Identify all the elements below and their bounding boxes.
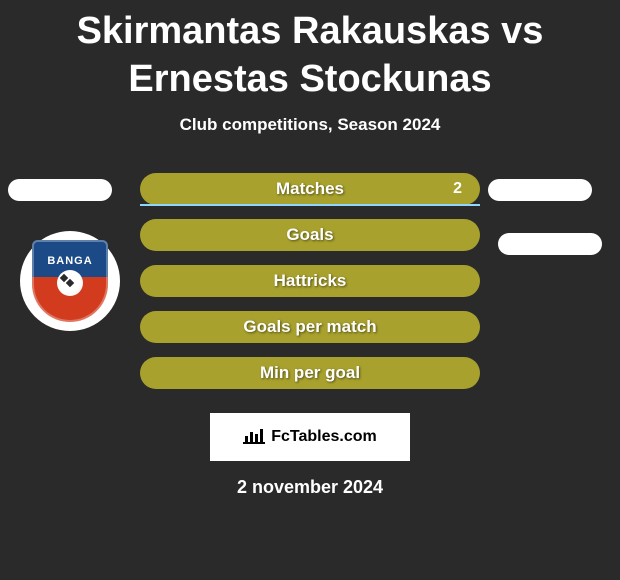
stat-bar-label: Goals [140, 219, 480, 251]
stat-bar: Goals [140, 219, 480, 251]
stat-bar: Min per goal [140, 357, 480, 389]
stat-bar-value: 2 [453, 173, 462, 205]
soccer-ball-icon [57, 270, 83, 296]
value-pill-right [488, 179, 592, 201]
stat-bar: Hattricks [140, 265, 480, 297]
watermark-text: FcTables.com [271, 428, 377, 446]
page-title: Skirmantas Rakauskas vs Ernestas Stockun… [0, 8, 620, 103]
subtitle: Club competitions, Season 2024 [0, 115, 620, 135]
stat-bar: Matches2 [140, 173, 480, 205]
value-pill-right [498, 233, 602, 255]
team-logo-left: BANGA [20, 231, 120, 331]
value-pill-left [8, 179, 112, 201]
watermark: FcTables.com [210, 413, 410, 461]
team-badge: BANGA [32, 240, 108, 322]
date-label: 2 november 2024 [0, 477, 620, 498]
stats-area: BANGA Matches2 Goals Hattricks Goals per ma… [0, 173, 620, 403]
chart-icon [243, 428, 265, 446]
stat-bar-label: Matches [140, 173, 480, 205]
stat-bar-label: Hattricks [140, 265, 480, 297]
team-badge-text: BANGA [47, 255, 92, 267]
stat-bar-label: Min per goal [140, 357, 480, 389]
stat-bar-label: Goals per match [140, 311, 480, 343]
stat-bar: Goals per match [140, 311, 480, 343]
